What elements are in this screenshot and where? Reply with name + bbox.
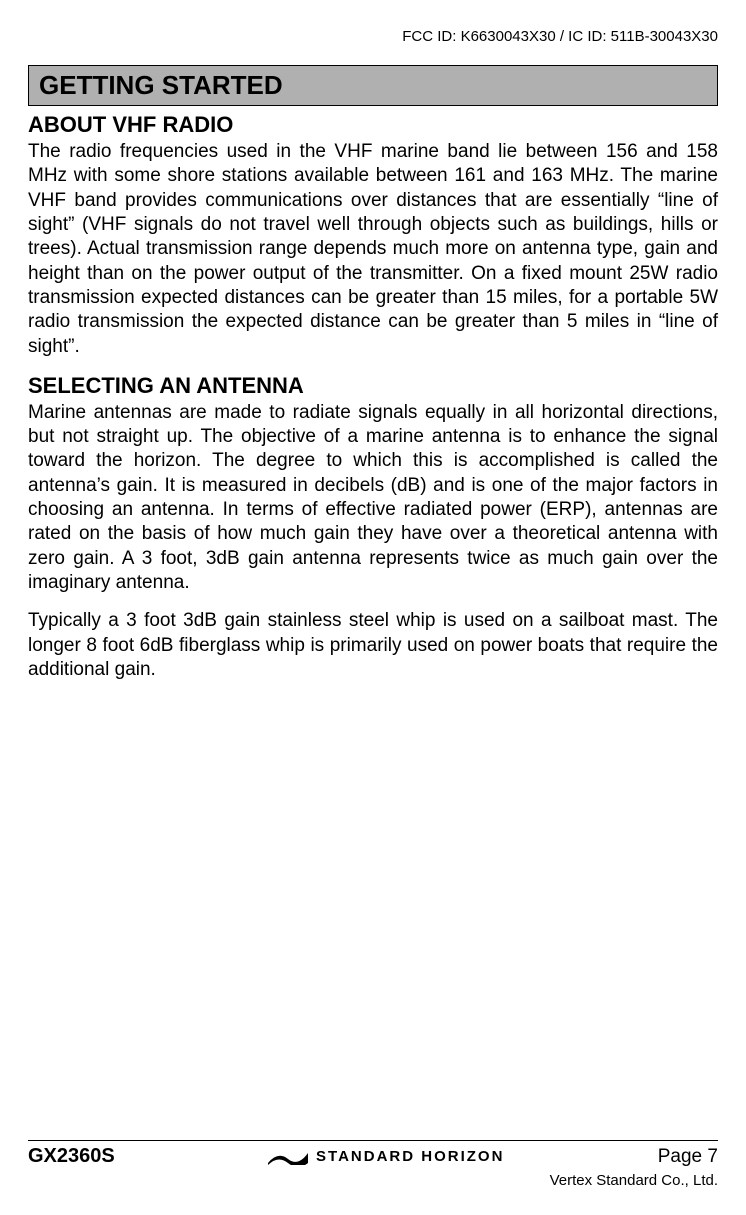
footer-rule <box>28 1140 718 1141</box>
paragraph-3: Typically a 3 foot 3dB gain stainless st… <box>28 609 718 682</box>
fcc-ic-id: FCC ID: K6630043X30 / IC ID: 511B-30043X… <box>28 28 718 45</box>
footer-row: GX2360S STANDARD HORIZON Page 7 <box>28 1145 718 1168</box>
footer-company: Vertex Standard Co., Ltd. <box>28 1172 718 1189</box>
paragraph-1: The radio frequencies used in the VHF ma… <box>28 140 718 359</box>
subheading-about-vhf: ABOUT VHF RADIO <box>28 112 718 138</box>
section-title: GETTING STARTED <box>28 65 718 106</box>
footer-brand-text: STANDARD HORIZON <box>316 1148 504 1165</box>
footer-brand: STANDARD HORIZON <box>268 1148 504 1165</box>
subheading-antenna: SELECTING AN ANTENNA <box>28 373 718 399</box>
brand-swoosh-icon <box>268 1149 308 1165</box>
paragraph-2: Marine antennas are made to radiate sign… <box>28 401 718 596</box>
page-footer: GX2360S STANDARD HORIZON Page 7 Vertex S… <box>28 1140 718 1189</box>
footer-page-number: Page 7 <box>658 1146 718 1168</box>
footer-model: GX2360S <box>28 1145 115 1168</box>
